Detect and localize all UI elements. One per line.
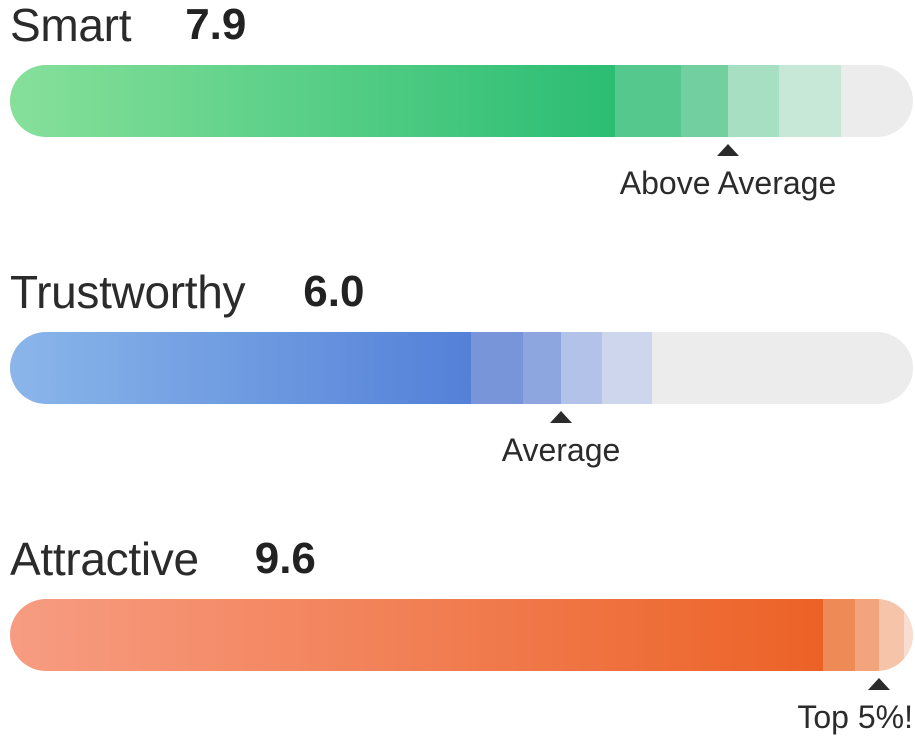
score-bar-gradient-step — [855, 599, 879, 671]
score-bar-fill — [10, 65, 615, 137]
metric-smart: Smart 7.9 Above Average — [10, 0, 913, 201]
score-bar — [10, 332, 913, 404]
score-bar-gradient-step — [904, 599, 913, 671]
rating-caption: Top 5%! — [797, 699, 913, 735]
metric-score: 9.6 — [254, 534, 316, 583]
metric-heading: Smart 7.9 — [10, 0, 913, 51]
rating-caption: Average — [501, 432, 621, 468]
position-marker-icon — [550, 411, 572, 423]
score-bar-gradient-step — [681, 65, 728, 137]
rating-caption: Above Average — [619, 165, 837, 201]
score-bar-gradient-step — [615, 65, 681, 137]
score-bar-gradient-step — [471, 332, 523, 404]
position-marker-icon — [717, 144, 739, 156]
score-bar-fill — [10, 332, 471, 404]
score-bar-gradient-step — [779, 65, 841, 137]
metric-label: Smart — [10, 0, 132, 51]
score-bar-gradient-step — [823, 599, 855, 671]
score-bar-gradient-step — [561, 332, 602, 404]
score-bar-gradient-step — [523, 332, 561, 404]
score-bar — [10, 599, 913, 671]
metric-label: Trustworthy — [10, 266, 246, 318]
metric-score: 7.9 — [185, 0, 247, 49]
score-bar-gradient-step — [879, 599, 904, 671]
metric-trustworthy: Trustworthy 6.0 Average — [10, 266, 913, 468]
score-bar — [10, 65, 913, 137]
metric-attractive: Attractive 9.6 Top 5%! — [10, 533, 913, 735]
score-bar-gradient-step — [602, 332, 652, 404]
metric-score: 6.0 — [303, 267, 365, 316]
score-bar-gradient-step — [728, 65, 779, 137]
position-marker-icon — [868, 678, 890, 690]
metric-label: Attractive — [10, 533, 199, 585]
metric-heading: Attractive 9.6 — [10, 533, 913, 585]
metric-heading: Trustworthy 6.0 — [10, 266, 913, 318]
score-bar-fill — [10, 599, 823, 671]
